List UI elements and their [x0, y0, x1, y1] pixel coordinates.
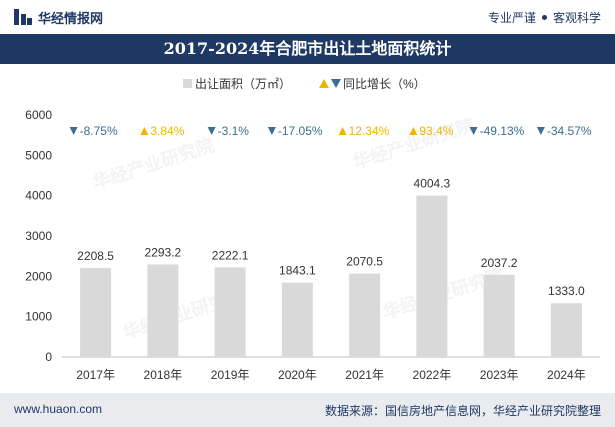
legend-up-icon: [319, 79, 329, 88]
bar-value-label: 2222.1: [212, 248, 249, 262]
legend-down-icon: [331, 79, 341, 88]
bar-value-label: 2293.2: [145, 246, 182, 260]
bar-value-label: 2070.5: [346, 254, 383, 268]
growth-down-icon: [536, 127, 545, 135]
top-bar: 华经情报网 专业严谨 客观科学: [0, 0, 615, 34]
x-tick-label: 2018年: [144, 368, 183, 382]
y-tick-label: 0: [45, 350, 52, 364]
bar: [147, 264, 179, 357]
y-tick-label: 4000: [25, 189, 52, 203]
bar: [281, 282, 313, 357]
growth-label: -17.05%: [278, 124, 323, 138]
y-tick-label: 5000: [25, 148, 52, 162]
bar: [416, 195, 448, 357]
growth-down-icon: [469, 127, 478, 135]
title-bar: [0, 34, 615, 64]
growth-up-icon: [338, 127, 347, 135]
legend-bar-swatch: [183, 79, 192, 88]
footer-url[interactable]: www.huaon.com: [14, 402, 103, 416]
y-tick-label: 1000: [25, 310, 52, 324]
growth-label: -49.13%: [480, 124, 525, 138]
growth-label: 3.84%: [150, 124, 184, 138]
x-tick-label: 2022年: [413, 368, 452, 382]
chart: 出让面积（万㎡） 同比增长（%） 0 1000 2000 3000 4000 5000 6000…: [25, 77, 600, 382]
x-tick-label: 2017年: [76, 368, 115, 382]
y-tick-label: 3000: [25, 229, 52, 243]
footer-source: 数据来源：国信房地产信息网，华经产业研究院整理: [324, 404, 601, 418]
slogan-a: 专业严谨: [487, 11, 536, 25]
x-tick-label: 2023年: [480, 368, 519, 382]
slogan-b: 客观科学: [552, 11, 601, 25]
growth-down-icon: [69, 127, 78, 135]
growth-label: -3.1%: [218, 124, 250, 138]
footer: [0, 393, 615, 427]
logo-icon: [14, 9, 32, 25]
bar-value-label: 4004.3: [414, 176, 451, 190]
x-tick-label: 2024年: [547, 368, 586, 382]
brand-name: 华经情报网: [38, 11, 104, 26]
growth-up-icon: [140, 127, 149, 135]
bar: [483, 274, 515, 357]
bar: [214, 267, 246, 357]
growth-label: -34.57%: [547, 124, 592, 138]
bar-value-label: 2208.5: [77, 249, 114, 263]
x-tick-label: 2020年: [278, 368, 317, 382]
x-tick-label: 2021年: [345, 368, 384, 382]
slogan: 专业严谨 客观科学: [488, 9, 601, 26]
chart-title: 2017-2024年合肥市出让土地面积统计: [163, 39, 452, 58]
legend-bar-label: 出让面积（万㎡）: [195, 77, 291, 91]
growth-down-icon: [267, 127, 276, 135]
growth-label: 93.4%: [419, 124, 453, 138]
dot-separator: [541, 15, 547, 20]
bar: [80, 267, 112, 357]
bar-value-label: 2037.2: [481, 256, 518, 270]
legend-change-label: 同比增长（%）: [343, 77, 426, 91]
growth-label: 12.34%: [349, 124, 390, 138]
x-tick-label: 2019年: [211, 368, 250, 382]
y-tick-label: 6000: [25, 108, 52, 122]
bar-value-label: 1843.1: [279, 264, 316, 278]
y-tick-label: 2000: [25, 269, 52, 283]
bar: [349, 273, 381, 357]
growth-up-icon: [409, 127, 418, 135]
growth-down-icon: [207, 127, 216, 135]
bar-value-label: 1333.0: [548, 284, 585, 298]
bar: [550, 303, 582, 357]
growth-label: -8.75%: [80, 124, 118, 138]
